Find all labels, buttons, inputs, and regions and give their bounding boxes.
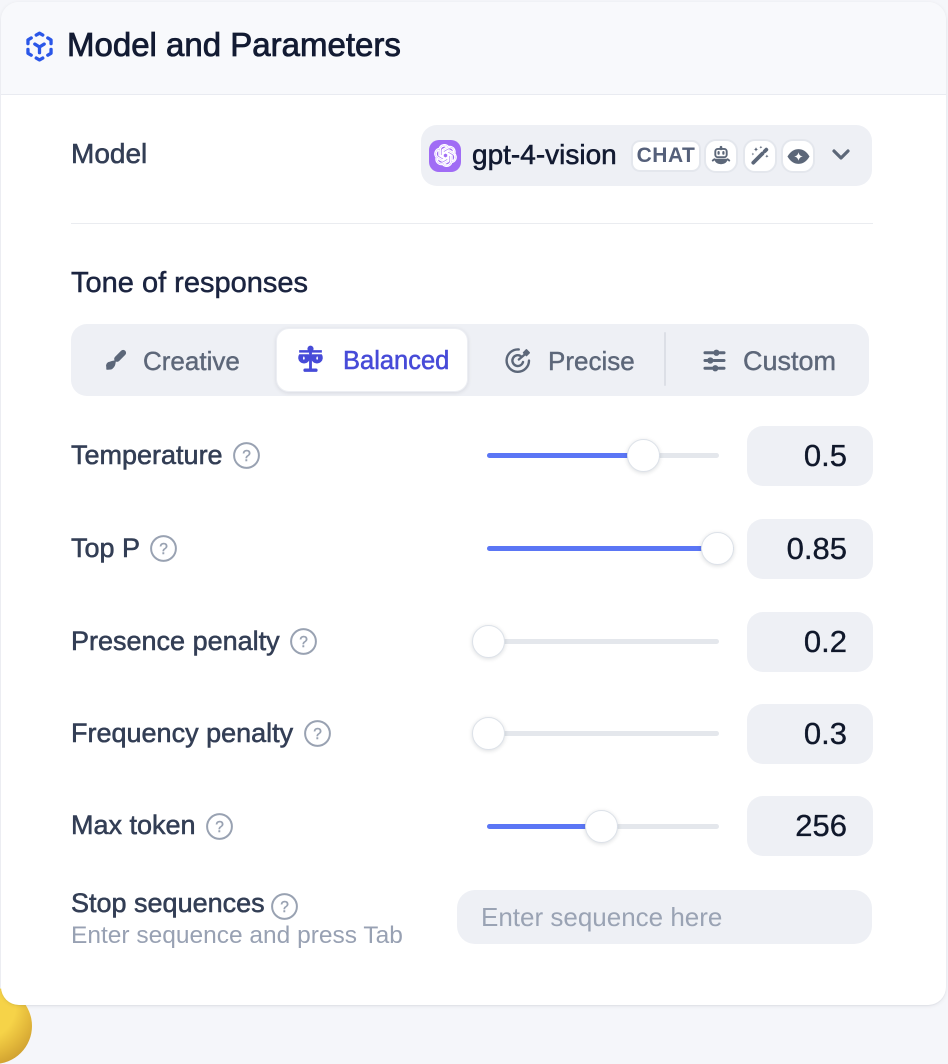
svg-text:?: ?	[313, 726, 322, 743]
svg-text:?: ?	[242, 448, 251, 465]
svg-text:?: ?	[159, 541, 168, 558]
svg-text:?: ?	[280, 899, 289, 916]
svg-text:?: ?	[299, 634, 308, 651]
svg-text:?: ?	[215, 818, 224, 835]
